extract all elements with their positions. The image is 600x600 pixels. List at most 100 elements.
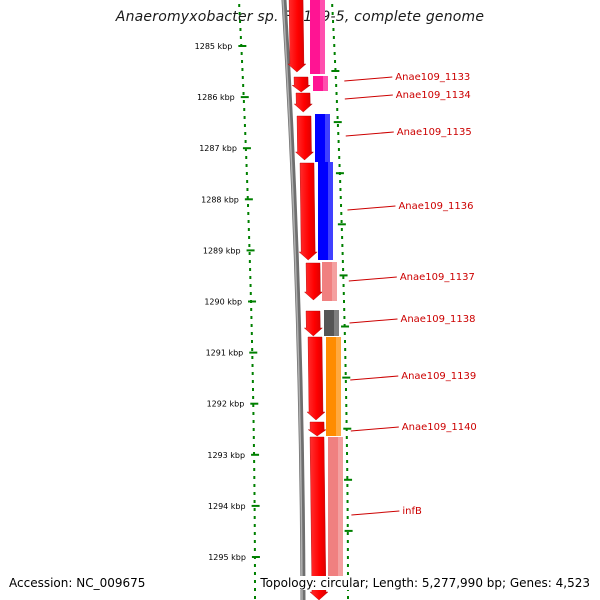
- block-shade: [328, 162, 333, 260]
- block-shade: [325, 114, 330, 162]
- ruler-dot: [346, 460, 349, 463]
- ruler-dot: [346, 596, 349, 599]
- ruler-dot: [346, 556, 349, 559]
- ruler-dot: [253, 492, 256, 495]
- tick-mark-left: [248, 300, 257, 303]
- ruler-dot: [250, 340, 253, 343]
- ruler-dot: [345, 388, 348, 391]
- ruler-dot: [253, 580, 256, 583]
- reverse-gene-block: [326, 337, 341, 436]
- ruler-dot: [250, 332, 253, 335]
- ruler-dot: [344, 348, 347, 351]
- ruler-dot: [331, 4, 334, 7]
- ruler-dot: [342, 268, 345, 271]
- ruler-dot: [251, 380, 254, 383]
- forward-gene-arrow: [295, 115, 315, 161]
- ruler-dot: [331, 12, 334, 15]
- ruler-dot: [241, 76, 244, 79]
- tick-mark-left: [244, 198, 253, 201]
- ruler-dot: [343, 300, 345, 303]
- tick-label: 1287 kbp: [199, 144, 237, 153]
- gene-label: Anae109_1138: [400, 314, 475, 325]
- ruler-dot: [332, 28, 335, 31]
- ruler-dot: [239, 36, 242, 39]
- ruler-dot: [340, 228, 343, 231]
- ruler-dot: [252, 436, 255, 439]
- ruler-dot: [251, 364, 254, 367]
- ruler-dot: [340, 212, 343, 215]
- ruler-dot: [246, 180, 249, 183]
- ruler-dot: [251, 348, 254, 351]
- ruler-dot: [248, 260, 251, 263]
- tick-mark-left: [251, 453, 260, 456]
- ruler-dot: [245, 156, 248, 159]
- reverse-gene-block: [328, 437, 343, 578]
- gene-label: Anae109_1136: [398, 201, 473, 212]
- ruler-dot: [244, 148, 247, 151]
- ruler-dot: [333, 52, 336, 55]
- ruler-dot: [250, 324, 253, 327]
- ruler-dot: [243, 108, 246, 111]
- ruler-dot: [343, 332, 346, 335]
- ruler-dot: [338, 164, 341, 167]
- ruler-dot: [252, 428, 255, 431]
- gene-label: Anae109_1137: [400, 272, 475, 283]
- block-shade: [336, 337, 341, 436]
- gene-leader-line: [351, 510, 400, 516]
- tick-mark-right: [342, 376, 351, 379]
- ruler-dot: [241, 68, 244, 71]
- ruler-dot: [253, 508, 256, 511]
- ruler-dot: [346, 468, 349, 471]
- ruler-dot: [253, 452, 256, 455]
- ruler-dot: [346, 524, 349, 527]
- tick-mark-right: [344, 478, 353, 481]
- ruler-dot: [346, 548, 349, 551]
- reverse-gene-block: [324, 310, 339, 336]
- ruler-dot: [341, 252, 344, 255]
- ruler-dot: [253, 588, 256, 591]
- ruler-dot: [253, 468, 256, 471]
- tick-label: 1293 kbp: [207, 451, 245, 460]
- ruler-dot: [336, 108, 339, 111]
- ruler-dot: [344, 364, 347, 367]
- ruler-dot: [241, 60, 244, 63]
- tick-label: 1292 kbp: [207, 400, 245, 409]
- tick-mark-right: [341, 325, 350, 328]
- ruler-dot: [345, 412, 348, 415]
- gene-label: Anae109_1134: [396, 90, 471, 101]
- ruler-dot: [346, 476, 349, 479]
- ruler-dot: [253, 540, 256, 543]
- ruler-dot: [248, 244, 251, 247]
- tick-mark-left: [251, 504, 260, 507]
- ruler-dot: [343, 316, 346, 319]
- ruler-dot: [346, 452, 349, 455]
- ruler-dot: [244, 132, 247, 135]
- ruler-dot: [336, 124, 339, 127]
- tick-mark-right: [339, 274, 348, 277]
- ruler-dot: [339, 180, 342, 183]
- ruler-dot: [250, 308, 253, 311]
- tick-label: 1294 kbp: [208, 502, 246, 511]
- ruler-dot: [245, 164, 248, 167]
- ruler-dot: [343, 308, 346, 311]
- ruler-dot: [242, 84, 245, 87]
- ruler-dot: [335, 92, 338, 95]
- gene-leader-line: [348, 276, 397, 282]
- ruler-dot: [334, 68, 337, 71]
- ruler-dot: [334, 60, 337, 63]
- ruler-dot: [243, 116, 246, 119]
- ruler-dot: [253, 564, 256, 567]
- ruler-dot: [342, 292, 345, 295]
- tick-marks: 1285 kbp 1286 kbp 1287 kbp 1288 kbp 1289 kbp…: [195, 42, 353, 583]
- ruler-dot: [341, 260, 344, 263]
- ruler-dot: [253, 500, 256, 503]
- ruler-dot: [252, 412, 255, 415]
- ruler-dot: [247, 204, 250, 207]
- ruler-dot: [239, 20, 242, 23]
- ruler-dot: [346, 516, 349, 519]
- ruler-dot: [252, 404, 255, 407]
- block-shade: [334, 310, 339, 336]
- ruler-dot: [340, 220, 343, 223]
- forward-gene-arrow: [303, 262, 323, 301]
